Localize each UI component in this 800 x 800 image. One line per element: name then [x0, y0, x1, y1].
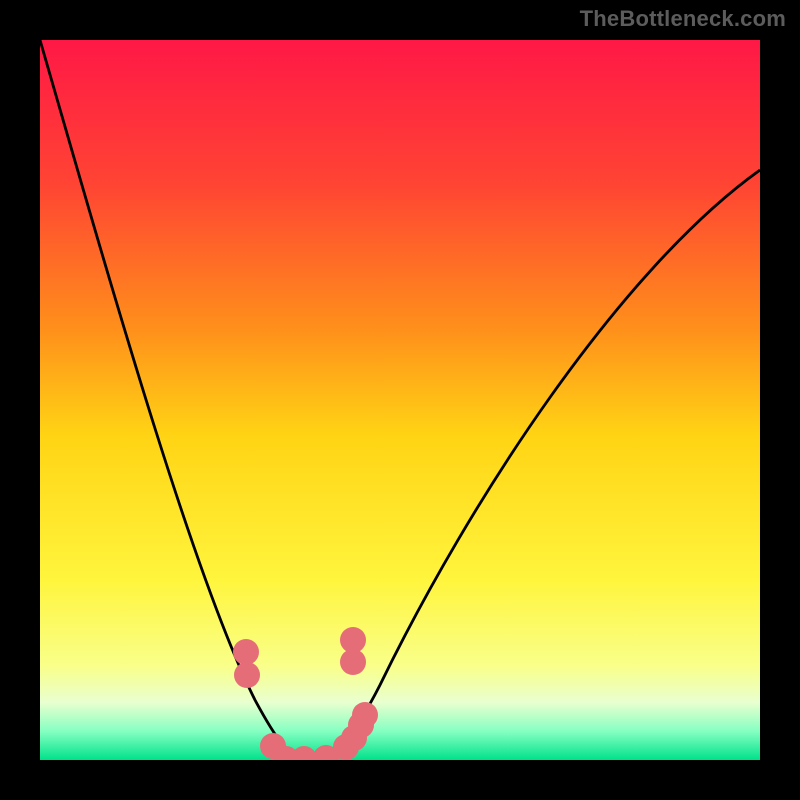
curve-marker: [352, 702, 378, 728]
curve-marker: [233, 639, 259, 665]
gradient-background: [40, 40, 760, 760]
curve-marker: [340, 649, 366, 675]
watermark-text: TheBottleneck.com: [580, 6, 786, 32]
bottleneck-v-curve-chart: [0, 0, 800, 800]
curve-marker: [234, 662, 260, 688]
chart-canvas: TheBottleneck.com: [0, 0, 800, 800]
